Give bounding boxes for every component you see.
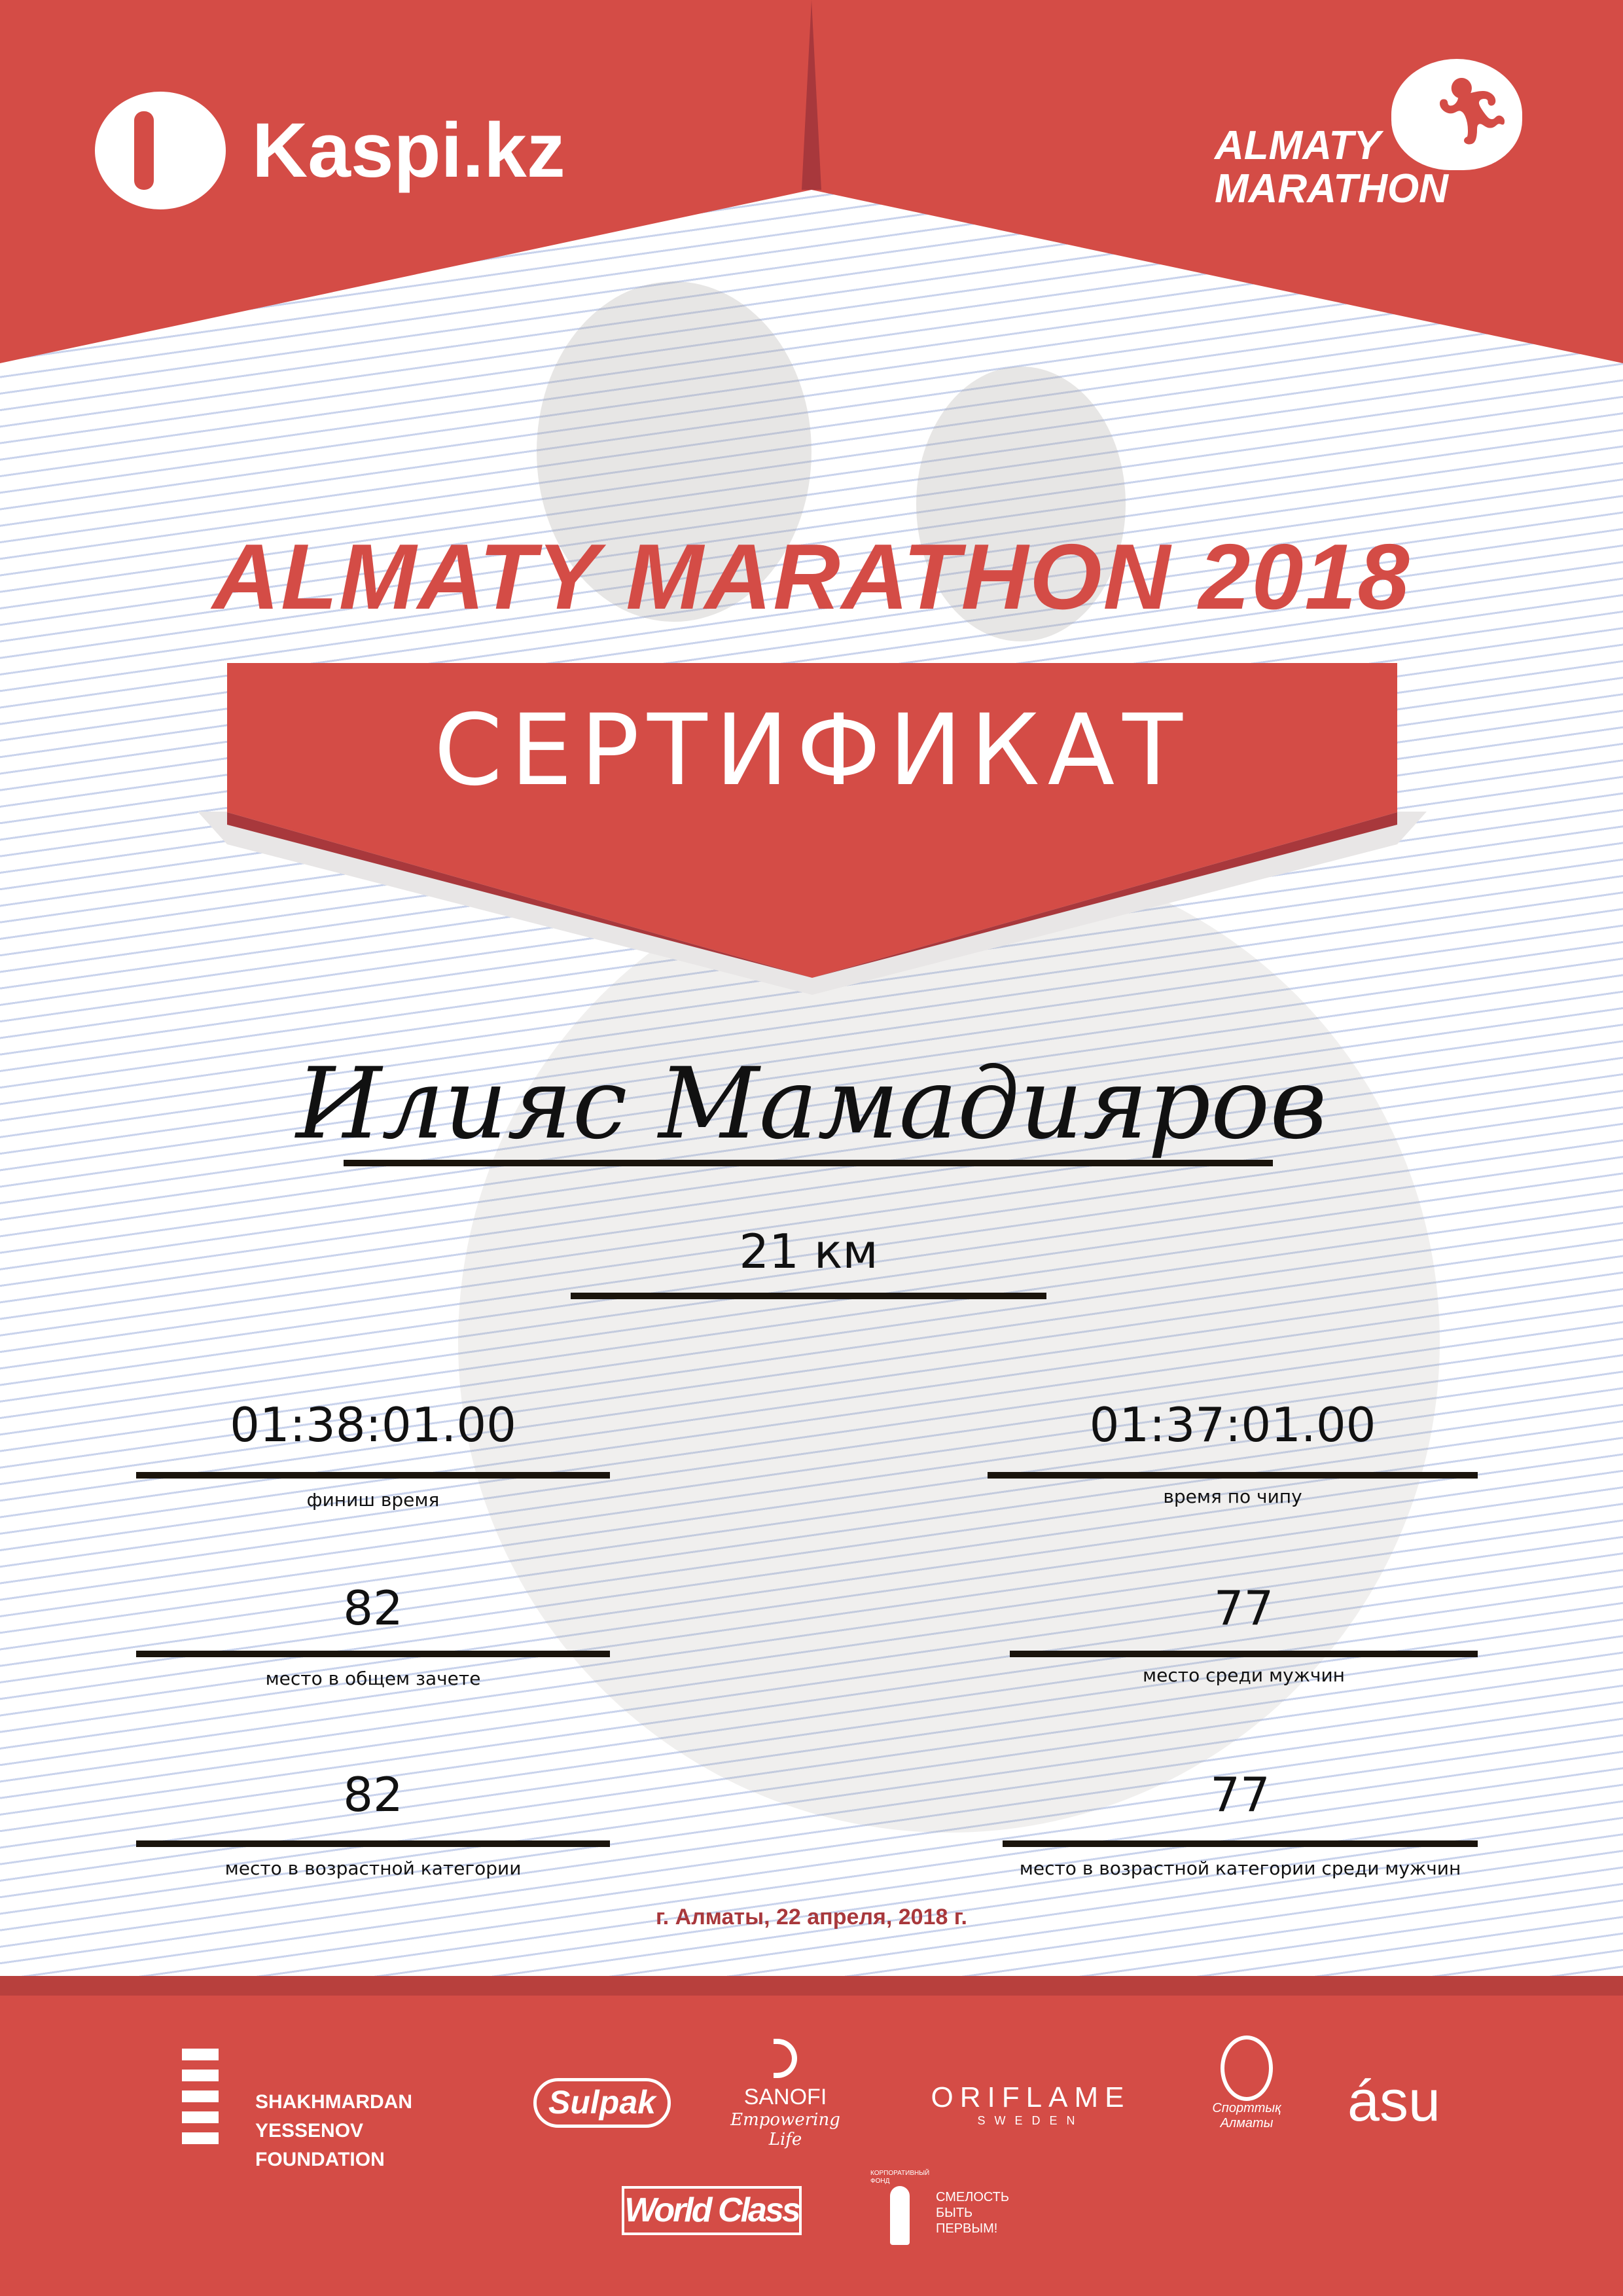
sport-almaty-logo: Спорттық Алматы: [1198, 2036, 1296, 2131]
age-place-label: место в возрастной категории: [224, 1857, 522, 1879]
oriflame-text: ORIFLAME: [931, 2081, 1131, 2113]
oriflame-logo: ORIFLAME SWEDEN: [919, 2081, 1142, 2128]
finish-time-value: 01:38:01.00: [230, 1397, 516, 1452]
event-title: ALMATY MARATHON 2018: [212, 525, 1411, 629]
date-location: г. Алматы, 22 апреля, 2018 г.: [656, 1905, 967, 1929]
footer-stripe: [0, 1976, 1623, 1996]
finish-time-label: финиш время: [306, 1489, 440, 1511]
banner-shape: [198, 663, 1427, 995]
age-gender-place-value: 77: [1210, 1767, 1270, 1822]
sport-almaty-line-2: Алматы: [1220, 2116, 1274, 2130]
fund-logo: КОРПОРАТИВНЫЙ ФОНД СМЕЛОСТЬ БЫТЬ ПЕРВЫМ!: [870, 2170, 1021, 2248]
certificate-label: СЕРТИФИКАТ: [434, 694, 1190, 808]
sulpak-text: Sulpak: [548, 2084, 656, 2121]
finish-time-line: [136, 1472, 610, 1479]
sulpak-logo: Sulpak: [533, 2078, 671, 2128]
sanofi-tagline: Empowering Life: [730, 2110, 840, 2149]
almaty-marathon-logo: 🏃︎ ALMATY MARATHON: [1215, 59, 1529, 216]
kaspi-logo: Kaspi.kz: [95, 92, 565, 209]
fund-line-1: СМЕЛОСТЬ: [936, 2190, 1010, 2204]
gender-place-label: место среди мужчин: [1143, 1664, 1345, 1686]
yessenov-line-2: FOUNDATION: [255, 2149, 385, 2170]
name-underline: [344, 1160, 1273, 1166]
chip-time-value: 01:37:01.00: [1089, 1397, 1376, 1452]
yessenov-bars-icon: [182, 2049, 219, 2153]
age-gender-place-line: [1003, 1840, 1478, 1847]
age-place-line: [136, 1840, 610, 1847]
fund-line-2: БЫТЬ: [936, 2206, 973, 2220]
sport-almaty-line-1: Спорттық: [1212, 2101, 1281, 2115]
age-gender-place-label: место в возрастной категории среди мужчи…: [1019, 1857, 1461, 1879]
gender-place-line: [1010, 1651, 1478, 1657]
fund-arc-text: КОРПОРАТИВНЫЙ ФОНД: [870, 2170, 930, 2185]
asu-logo: ásu: [1347, 2068, 1440, 2133]
gender-place-value: 77: [1213, 1581, 1274, 1636]
distance-underline: [571, 1293, 1046, 1299]
participant-name: Илияс Мамадияров: [296, 1047, 1327, 1161]
header-shape: [0, 0, 1623, 363]
fund-line-3: ПЕРВЫМ!: [936, 2221, 998, 2236]
runner-photo-man: [537, 281, 812, 622]
logo-line-1: ALMATY: [1215, 123, 1381, 168]
fund-person-icon: [890, 2186, 910, 2245]
worldclass-text: World Class: [624, 2191, 801, 2229]
sanofi-text: SANOFI: [743, 2085, 827, 2109]
sponsor-footer: [0, 1976, 1623, 2296]
runner-photo-woman: [916, 367, 1126, 641]
overall-place-value: 82: [343, 1581, 403, 1636]
age-place-value: 82: [343, 1767, 403, 1822]
kaspi-family-icon: [95, 92, 226, 209]
chip-time-line: [988, 1472, 1478, 1479]
sanofi-logo: SANOFI Empowering Life: [720, 2039, 851, 2149]
overall-place-label: место в общем зачете: [265, 1668, 481, 1689]
worldclass-logo: World Class: [622, 2186, 802, 2235]
kaspi-logo-text: Kaspi.kz: [252, 107, 565, 194]
oriflame-subtext: SWEDEN: [977, 2114, 1084, 2127]
sanofi-bird-icon: [774, 2039, 797, 2078]
logo-line-2: MARATHON: [1215, 166, 1449, 211]
runner-photo-body: [458, 851, 1440, 1833]
sport-almaty-emblem-icon: [1221, 2036, 1273, 2101]
overall-place-line: [136, 1651, 610, 1657]
runner-badge-icon: [1391, 59, 1522, 170]
yessenov-line-1: SHAKHMARDAN YESSENOV: [255, 2091, 412, 2142]
yessenov-logo: SHAKHMARDAN YESSENOV FOUNDATION: [182, 2049, 483, 2170]
chip-time-label: время по чипу: [1163, 1486, 1302, 1507]
distance-value: 21 км: [739, 1224, 878, 1279]
runner-icon: 🏃︎: [1431, 73, 1514, 149]
